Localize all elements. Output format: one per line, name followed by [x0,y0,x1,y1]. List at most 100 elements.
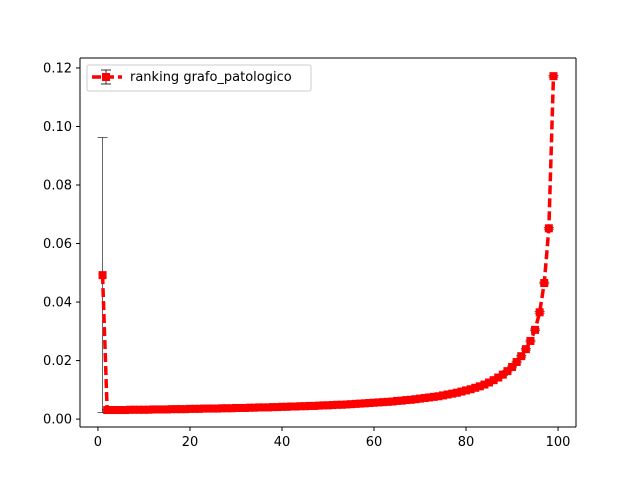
data-point [305,401,314,410]
legend-marker [102,73,110,81]
data-point [245,403,254,412]
data-point [452,388,461,397]
data-point [475,382,484,391]
data-point [116,406,125,415]
data-point [172,405,181,414]
data-point [416,394,425,403]
data-point [227,404,236,413]
data-point [107,406,116,415]
data-point [342,400,351,409]
data-point [273,403,282,412]
data-point [199,404,208,413]
data-point [379,398,388,407]
data-point [250,403,259,412]
data-point [544,224,553,233]
data-point [429,392,438,401]
data-point [300,402,309,411]
data-point [402,396,411,405]
data-point [98,271,107,280]
data-point [324,401,332,410]
y-tick-label: 0.06 [43,237,72,252]
x-tick-label: 100 [546,435,571,450]
data-point [190,404,199,413]
data-point [236,403,245,412]
data-point [425,393,434,402]
data-point [135,405,144,414]
data-point [549,72,558,81]
data-point [333,400,342,409]
x-tick-label: 60 [366,435,383,450]
data-point [512,358,521,367]
data-point [485,378,494,387]
y-tick-label: 0.00 [43,413,72,428]
data-point [149,405,158,414]
data-point [489,376,498,385]
data-point [167,405,176,414]
data-point [370,398,379,407]
data-point [480,380,489,389]
data-point [439,391,448,400]
data-point [195,404,204,413]
data-point [121,406,130,415]
data-point [213,404,222,413]
data-point [443,390,452,399]
data-point [162,405,171,414]
data-point [434,392,443,401]
data-point [531,325,540,334]
data-point [112,406,121,415]
data-point [208,404,217,413]
data-point [176,405,185,414]
data-point [319,401,328,410]
data-point [397,396,406,405]
data-point [103,406,112,415]
y-tick-label: 0.02 [43,354,72,369]
data-point [158,405,167,414]
data-point [277,402,286,411]
data-point [181,405,190,414]
data-point [153,405,162,414]
data-point [356,399,365,408]
x-tick-label: 0 [94,435,102,450]
data-point [411,395,420,404]
data-point [466,385,475,394]
data-point [351,399,360,408]
legend: ranking grafo_patologico [86,64,312,92]
data-point [328,401,337,410]
y-tick-label: 0.10 [43,120,72,135]
series-0 [97,72,559,415]
data-point [268,403,277,412]
data-point [185,404,194,413]
x-tick-label: 40 [274,435,291,450]
data-point [241,403,250,412]
data-point [540,279,549,288]
data-point [374,398,383,407]
data-point [508,363,517,372]
data-point [222,404,231,413]
data-point [296,402,305,411]
data-point [388,397,397,406]
data-point [126,405,135,414]
data-point [259,403,268,412]
data-point [282,402,291,411]
y-tick-label: 0.08 [43,178,72,193]
data-point [218,404,227,413]
data-point [139,405,148,414]
y-tick-label: 0.04 [43,296,72,311]
data-point [314,401,323,410]
data-point [503,367,512,376]
data-point [383,397,392,406]
data-point [231,403,240,412]
data-point [526,336,535,345]
data-point [521,345,530,354]
plot-area [97,72,559,415]
y-tick-label: 0.12 [43,61,72,76]
data-point [130,405,139,414]
data-point [457,387,466,396]
x-tick-label: 80 [458,435,475,450]
data-point [471,383,480,392]
data-point [498,370,507,379]
data-point [337,400,346,409]
data-point [254,403,263,412]
data-point [365,399,374,408]
